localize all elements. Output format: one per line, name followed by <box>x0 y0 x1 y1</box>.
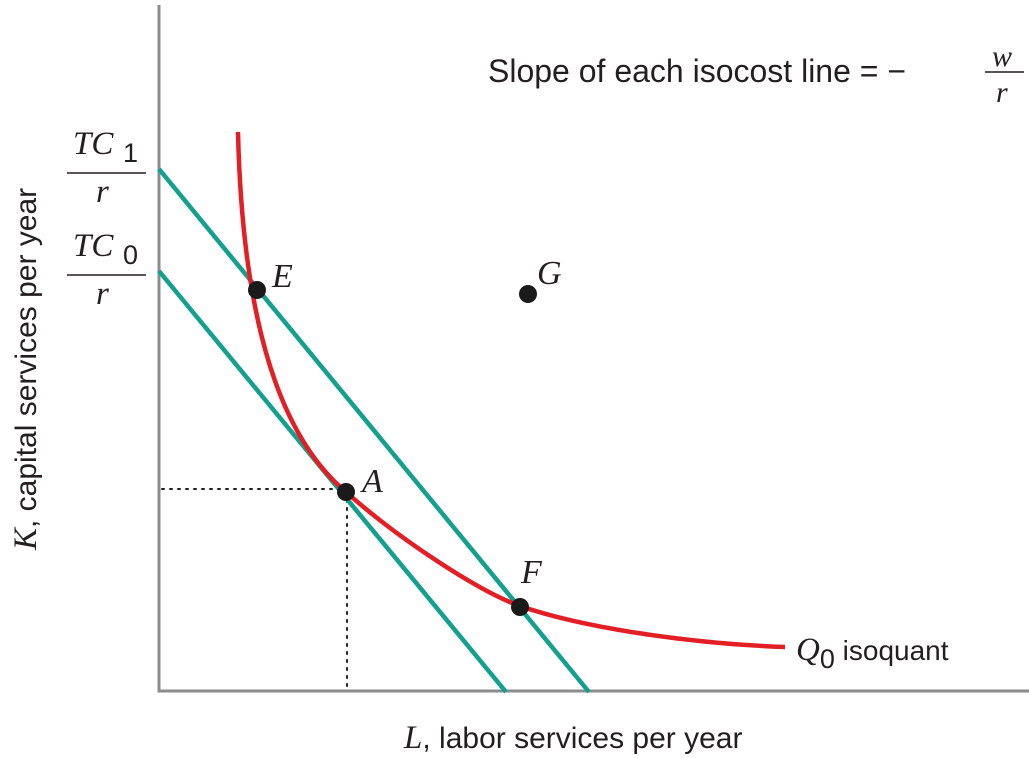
y-axis-label: K, capital services per year <box>8 188 44 551</box>
x-axis-label: L, labor services per year <box>403 720 743 756</box>
slope-note-denominator: r <box>996 76 1008 109</box>
slope-note-text: Slope of each isocost line = − <box>488 53 906 89</box>
slope-note-numerator: w <box>992 40 1012 73</box>
isoquant-name: Q <box>796 632 820 668</box>
point-a-label: A <box>360 463 383 500</box>
intercept-tc0-numerator: TC <box>73 228 114 264</box>
point-g <box>519 285 537 303</box>
isoquant-text: isoquant <box>835 635 949 666</box>
point-g-label: G <box>537 255 562 292</box>
intercept-tc1-numerator: TC <box>73 126 114 162</box>
intercept-tc0-over-r: TC 0 r <box>67 228 146 312</box>
point-a <box>337 483 355 501</box>
intercept-tc1-denominator: r <box>96 174 109 210</box>
y-axis-text: , capital services per year <box>10 188 43 528</box>
point-f <box>511 598 529 616</box>
y-axis-variable: K <box>8 526 44 551</box>
point-e-label: E <box>271 258 293 295</box>
x-axis-text: , labor services per year <box>422 722 742 755</box>
point-f-label: F <box>520 554 543 591</box>
intercept-tc1-over-r: TC 1 r <box>67 126 146 210</box>
intercept-tc0-subscript: 0 <box>123 240 138 270</box>
point-e <box>248 281 266 299</box>
isoquant-label: Q0 isoquant <box>796 632 949 674</box>
x-axis-variable: L <box>403 720 422 756</box>
intercept-tc0-denominator: r <box>96 276 109 312</box>
isoquant-curve <box>235 131 786 650</box>
isoquant-subscript: 0 <box>820 644 835 674</box>
intercept-tc1-subscript: 1 <box>123 138 138 168</box>
